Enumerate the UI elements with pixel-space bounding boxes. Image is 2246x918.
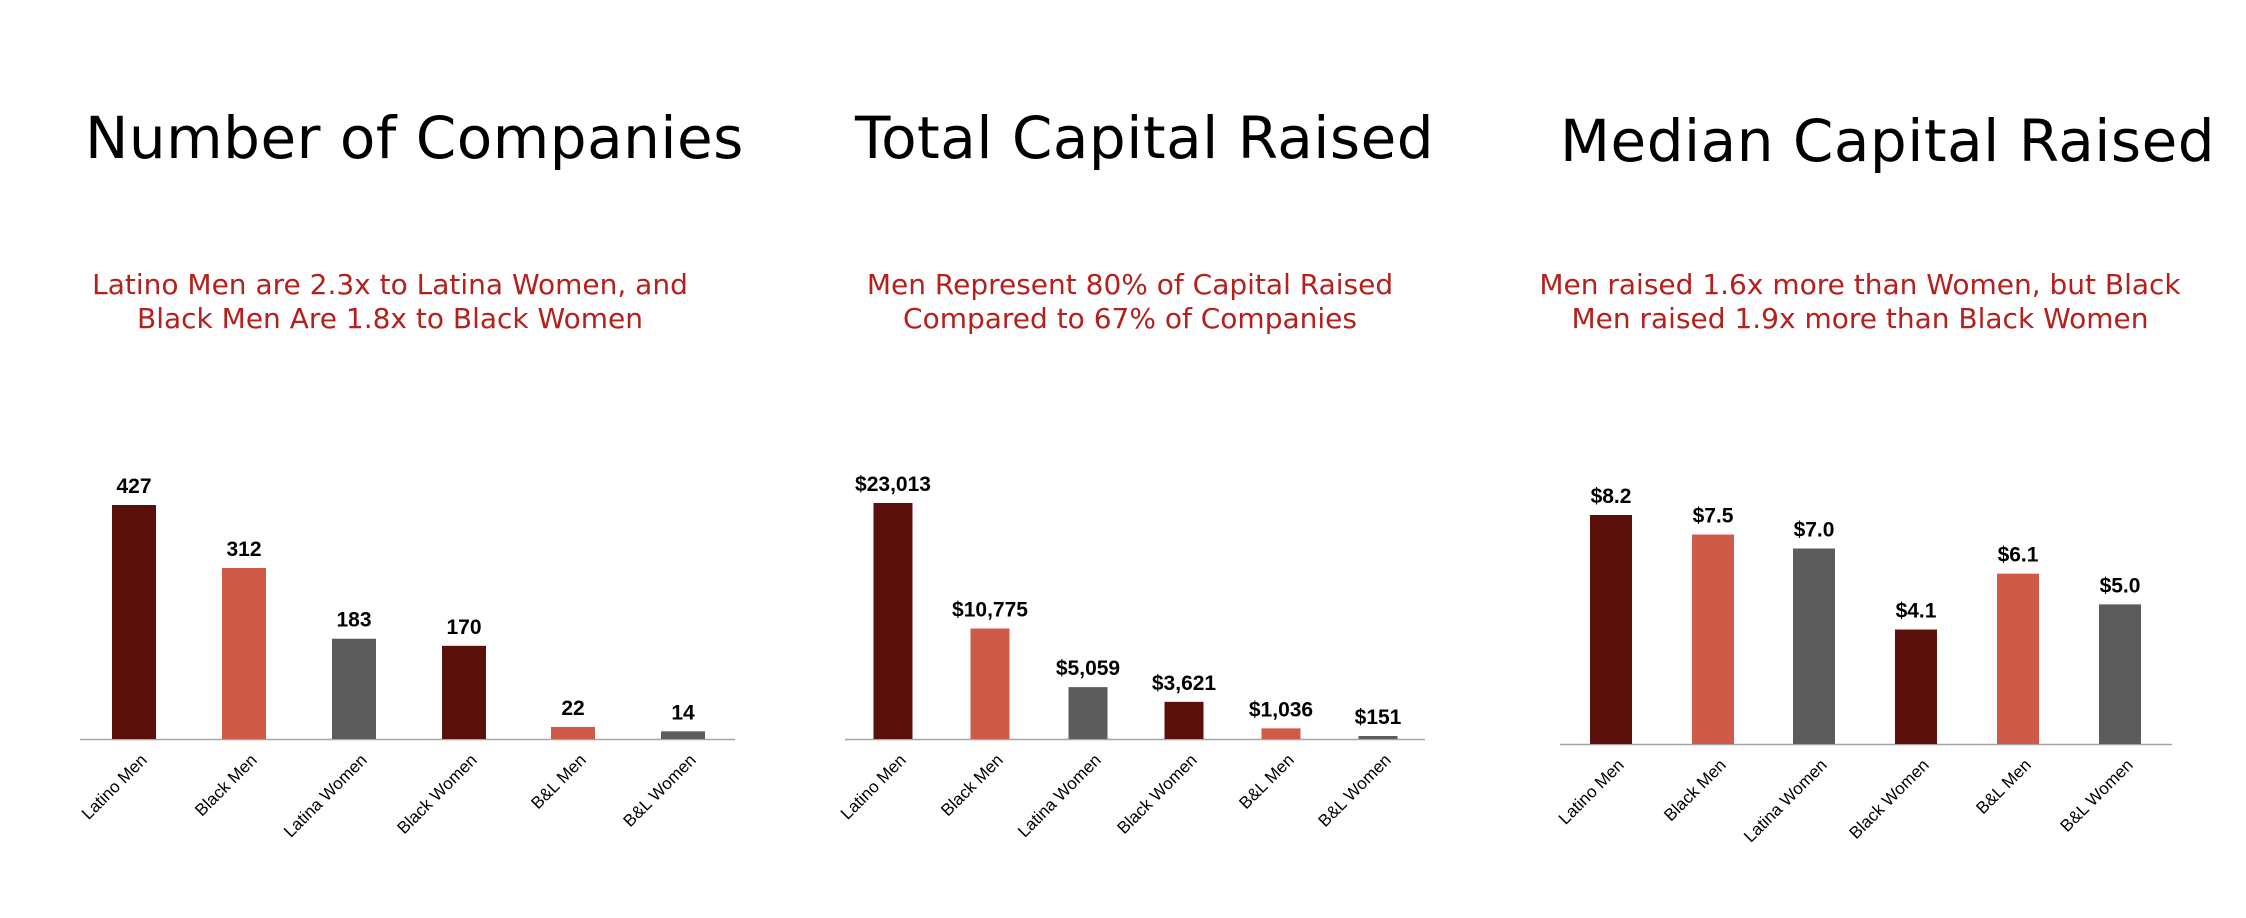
tick-label: Black Men [191,750,261,820]
data-label: 22 [561,697,584,720]
bar [1068,687,1108,739]
tick-label: B&L Women [620,750,700,830]
subtitle-line: Latino Men are 2.3x to Latina Women, and [92,268,688,301]
tick-label: B&L Women [2057,755,2137,835]
chart-title-companies: Number of Companies [85,104,744,172]
data-label: 170 [446,616,481,639]
chart-subtitle-total-capital: Men Represent 80% of Capital Raised Comp… [780,268,1480,336]
subtitle-line: Compared to 67% of Companies [903,302,1357,335]
data-label: $23,013 [855,473,931,496]
subtitle-line: Men Represent 80% of Capital Raised [866,268,1394,301]
bar [1997,573,2039,744]
bar [442,645,486,739]
data-label: $7.0 [1794,519,1835,542]
data-label: $4.1 [1896,600,1937,623]
bar [661,731,705,739]
bar-chart-median-capital-raised: $8.2 Latino Men $7.5 Black Men $7.0 Latina Wo… [1555,485,2172,846]
bar [1164,701,1204,739]
bar [1895,629,1937,744]
bar [1358,736,1398,739]
tick-label: Black Men [1660,755,1730,825]
bar [970,628,1010,739]
data-label: $10,775 [952,599,1028,622]
data-label: $151 [1355,706,1402,729]
chart-title-median-capital: Median Capital Raised [1560,107,2216,175]
tick-label: Latina Women [1014,750,1105,841]
data-label: 14 [671,701,695,724]
bar [1590,515,1632,744]
data-label: $8.2 [1591,485,1632,508]
data-label: 427 [116,475,151,498]
bar-chart-total-capital-raised: $23,013 Latino Men $10,775 Black Men $5,059 L… [837,473,1425,841]
tick-label: Black Women [1845,755,1932,842]
bar [1261,728,1301,739]
tick-label: Black Women [393,750,480,837]
tick-label: B&L Men [1235,750,1297,812]
tick-label: Latina Women [280,750,371,841]
data-label: $1,036 [1249,698,1313,721]
data-label: $7.5 [1693,505,1734,528]
tick-label: B&L Women [1315,750,1395,830]
tick-label: B&L Men [527,750,589,812]
subtitle-line: Black Men Are 1.8x to Black Women [137,302,643,335]
subtitle-line: Men raised 1.6x more than Women, but Bla… [1539,268,2181,301]
data-label: 183 [336,609,371,632]
bar [2099,604,2141,744]
tick-label: B&L Men [1972,755,2034,817]
tick-label: Black Women [1113,750,1200,837]
bar [873,503,913,739]
bar [332,638,376,739]
chart-subtitle-median-capital: Men raised 1.6x more than Women, but Bla… [1530,268,2190,336]
data-label: $6.1 [1998,544,2039,567]
tick-label: Latino Men [1555,755,1628,828]
bar [551,726,595,739]
data-label: $5.0 [2100,574,2141,597]
tick-label: Latino Men [837,750,910,823]
chart-title-total-capital: Total Capital Raised [855,104,1435,172]
tick-label: Latino Men [78,750,151,823]
tick-label: Black Men [937,750,1007,820]
tick-label: Latina Women [1740,755,1831,846]
subtitle-line: Men raised 1.9x more than Black Women [1571,302,2149,335]
chart-subtitle-companies: Latino Men are 2.3x to Latina Women, and… [60,268,720,336]
bar [1692,534,1734,744]
bar-chart-number-of-companies: 427 Latino Men 312 Black Men 183 Latina Women… [78,475,735,841]
bar [112,505,156,739]
data-label: $3,621 [1152,672,1217,695]
data-label: 312 [226,538,261,561]
bar [222,568,266,739]
data-label: $5,059 [1056,657,1120,680]
bar [1793,548,1835,744]
